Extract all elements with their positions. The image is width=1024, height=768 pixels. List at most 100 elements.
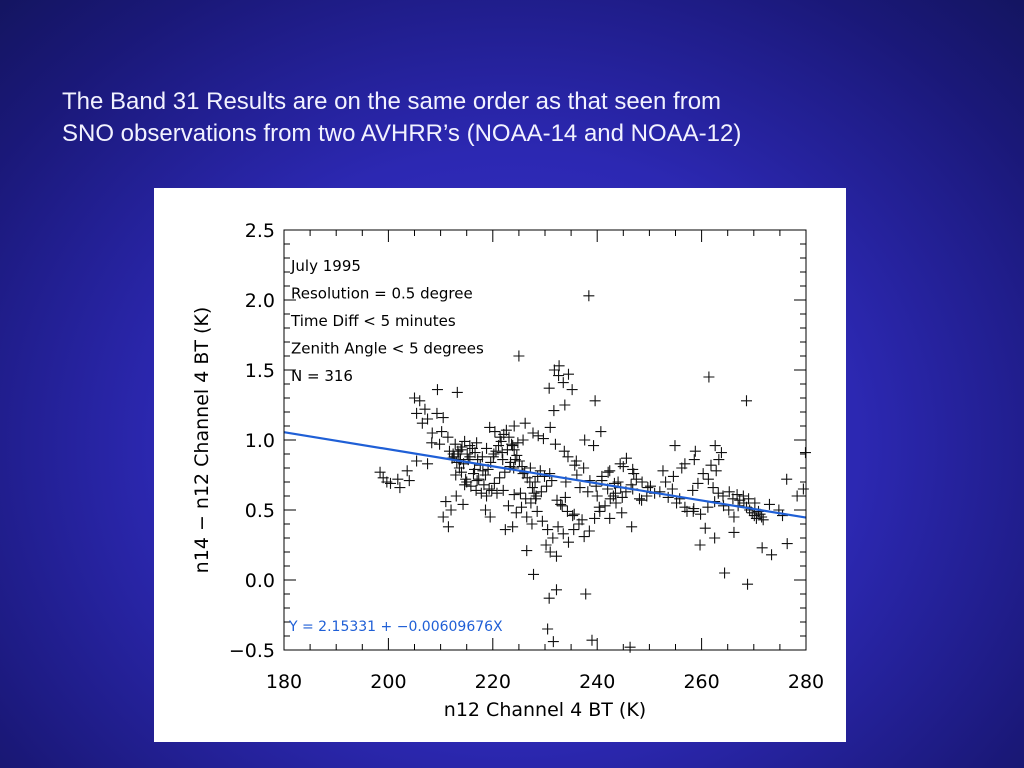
data-point-159: [553, 360, 565, 372]
data-point-215: [737, 490, 749, 502]
data-point-244: [756, 542, 768, 554]
data-point-229: [660, 476, 672, 488]
data-point-242: [694, 539, 706, 551]
data-point-31: [457, 498, 469, 510]
data-point-166: [595, 426, 607, 438]
data-point-270: [471, 475, 483, 487]
data-point-246: [781, 538, 793, 550]
data-point-282: [481, 442, 493, 454]
data-point-118: [521, 511, 533, 523]
data-point-233: [709, 440, 721, 452]
data-point-264: [555, 498, 567, 510]
data-point-33: [449, 438, 461, 450]
y-tick-label: 2.0: [245, 290, 275, 312]
data-point-119: [526, 518, 538, 530]
data-point-97: [486, 484, 498, 496]
data-point-157: [566, 384, 578, 396]
annotation-line-4: Zenith Angle < 5 degrees: [291, 340, 484, 358]
data-point-142: [571, 469, 583, 481]
data-point-130: [583, 525, 595, 537]
data-point-191: [666, 483, 678, 495]
chart-panel: 180 200 220 240 260 280 −0.5 0.0 0.5 1.0 1.5 2.0 2.5…: [154, 188, 846, 742]
data-point-211: [756, 511, 768, 523]
data-point-80: [509, 454, 521, 466]
data-point-221: [707, 482, 719, 494]
data-point-101: [507, 440, 519, 452]
data-point-73: [473, 473, 485, 485]
data-point-125: [557, 528, 569, 540]
data-point-301: [628, 468, 640, 480]
data-point-0: [374, 466, 386, 478]
data-point-10: [414, 395, 426, 407]
data-point-173: [543, 592, 555, 604]
data-point-28: [437, 511, 449, 523]
data-point-201: [731, 489, 743, 501]
data-point-181: [576, 514, 588, 526]
annotation-box: July 1995 Resolution = 0.5 degree Time Dif…: [290, 257, 484, 385]
data-point-251: [763, 498, 775, 510]
data-point-91: [567, 510, 579, 522]
data-point-187: [633, 493, 645, 505]
x-tick-label: 280: [788, 671, 824, 693]
data-point-131: [589, 512, 601, 524]
data-point-153: [553, 370, 565, 382]
data-point-19: [442, 431, 454, 443]
data-point-77: [494, 472, 506, 484]
data-point-114: [562, 451, 574, 463]
data-point-178: [624, 641, 636, 653]
data-point-156: [543, 382, 555, 394]
data-point-230: [705, 459, 717, 471]
x-tick-label: 260: [683, 671, 719, 693]
data-point-250: [781, 473, 793, 485]
data-point-95: [475, 487, 487, 499]
data-point-17: [426, 427, 438, 439]
annotation-line-3: Time Diff < 5 minutes: [290, 312, 456, 330]
data-point-139: [630, 473, 642, 485]
data-point-122: [542, 524, 554, 536]
data-point-227: [676, 462, 688, 474]
data-point-161: [548, 405, 560, 417]
data-point-6: [401, 465, 413, 477]
y-axis-label: n14 − n12 Channel 4 BT (K): [191, 307, 213, 574]
x-tick-label: 180: [266, 671, 302, 693]
data-point-15: [431, 407, 443, 419]
annotation-line-1: July 1995: [290, 257, 361, 275]
data-point-81: [514, 487, 526, 499]
data-point-294: [591, 490, 603, 502]
data-point-306: [671, 497, 683, 509]
data-point-199: [723, 486, 735, 498]
x-tick-label: 240: [579, 671, 615, 693]
data-point-195: [695, 508, 707, 520]
data-point-112: [549, 438, 561, 450]
data-point-268: [502, 500, 514, 512]
data-point-287: [517, 468, 529, 480]
data-point-253: [777, 510, 789, 522]
data-point-96: [481, 490, 493, 502]
data-point-232: [713, 454, 725, 466]
data-point-86: [541, 480, 553, 492]
scatter-chart: 180 200 220 240 260 280 −0.5 0.0 0.5 1.0 1.5 2.0 2.5…: [191, 220, 824, 721]
data-point-162: [532, 430, 544, 442]
data-point-240: [699, 522, 711, 534]
data-point-147: [602, 466, 614, 478]
data-point-117: [516, 501, 528, 513]
data-point-168: [521, 545, 533, 557]
data-point-85: [535, 486, 547, 498]
data-point-241: [709, 532, 721, 544]
y-tick-label: 0.0: [245, 570, 275, 592]
data-point-111: [544, 421, 556, 433]
data-point-249: [799, 447, 811, 459]
annotation-line-2: Resolution = 0.5 degree: [291, 285, 473, 303]
data-point-176: [542, 623, 554, 635]
y-tick-label: 2.5: [245, 220, 275, 242]
data-point-108: [519, 417, 531, 429]
data-point-286: [508, 462, 520, 474]
data-point-169: [540, 539, 552, 551]
data-point-258: [616, 491, 628, 503]
data-point-262: [479, 504, 491, 516]
data-point-7: [403, 475, 415, 487]
data-point-116: [510, 507, 522, 519]
data-point-281: [471, 437, 483, 449]
data-point-89: [556, 500, 568, 512]
points-layer: [374, 290, 811, 653]
